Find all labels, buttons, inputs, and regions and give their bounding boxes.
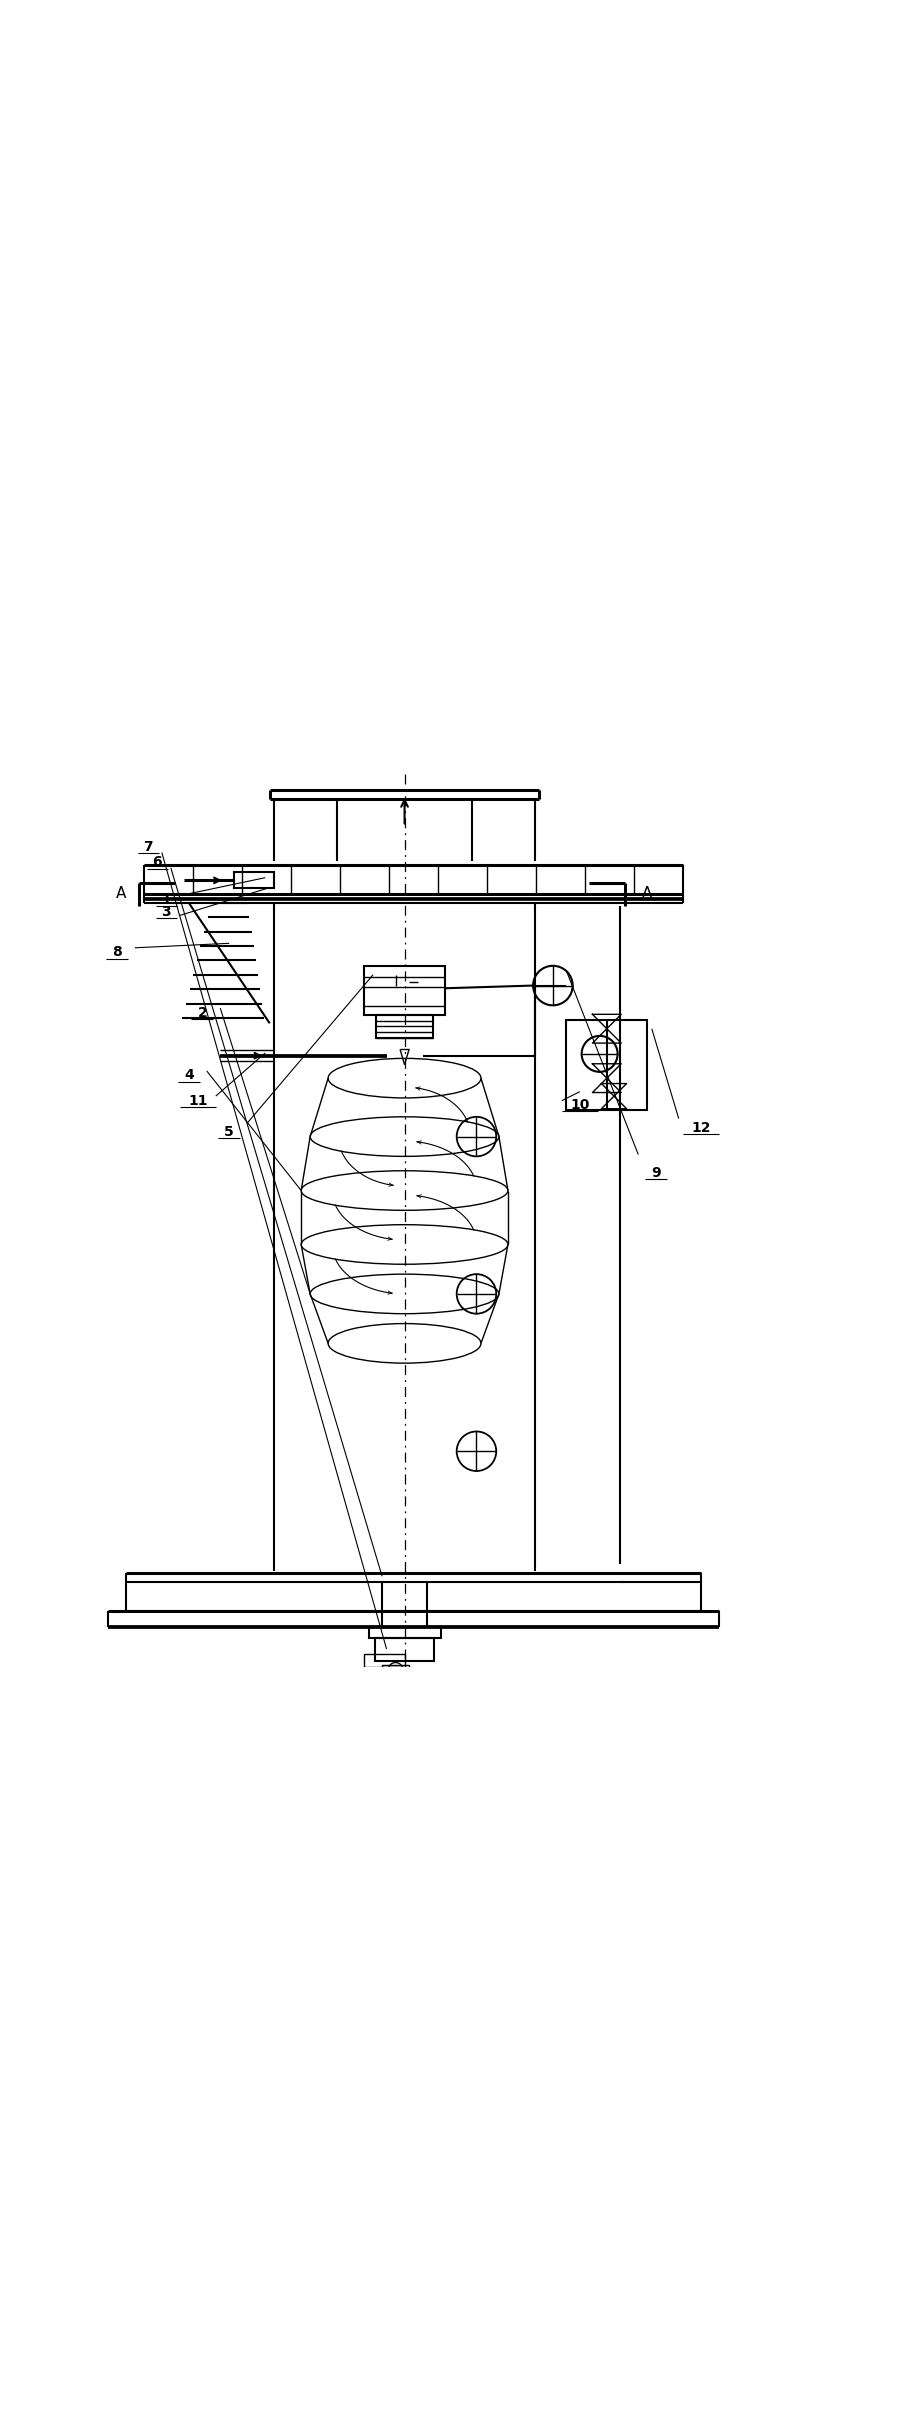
Bar — [234, 872, 274, 889]
Text: A: A — [642, 886, 653, 901]
Bar — [376, 1639, 433, 1661]
Text: 4: 4 — [184, 1069, 193, 1084]
Text: 9: 9 — [652, 1166, 661, 1179]
Text: 3: 3 — [162, 906, 171, 918]
Bar — [369, 1627, 441, 1639]
Text: 10: 10 — [570, 1098, 590, 1113]
Text: 6: 6 — [153, 855, 162, 869]
Bar — [364, 1653, 405, 1668]
Bar — [364, 967, 445, 1015]
Text: 8: 8 — [112, 945, 121, 959]
Bar — [382, 1666, 409, 1675]
Text: 7: 7 — [144, 840, 153, 855]
Bar — [376, 1015, 433, 1037]
Text: 11: 11 — [188, 1093, 208, 1108]
Text: 2: 2 — [198, 1006, 207, 1020]
Text: 5: 5 — [225, 1125, 234, 1140]
Text: 12: 12 — [691, 1120, 711, 1135]
Text: A: A — [116, 886, 127, 901]
Text: 1: 1 — [162, 894, 171, 908]
Bar — [566, 1020, 647, 1110]
